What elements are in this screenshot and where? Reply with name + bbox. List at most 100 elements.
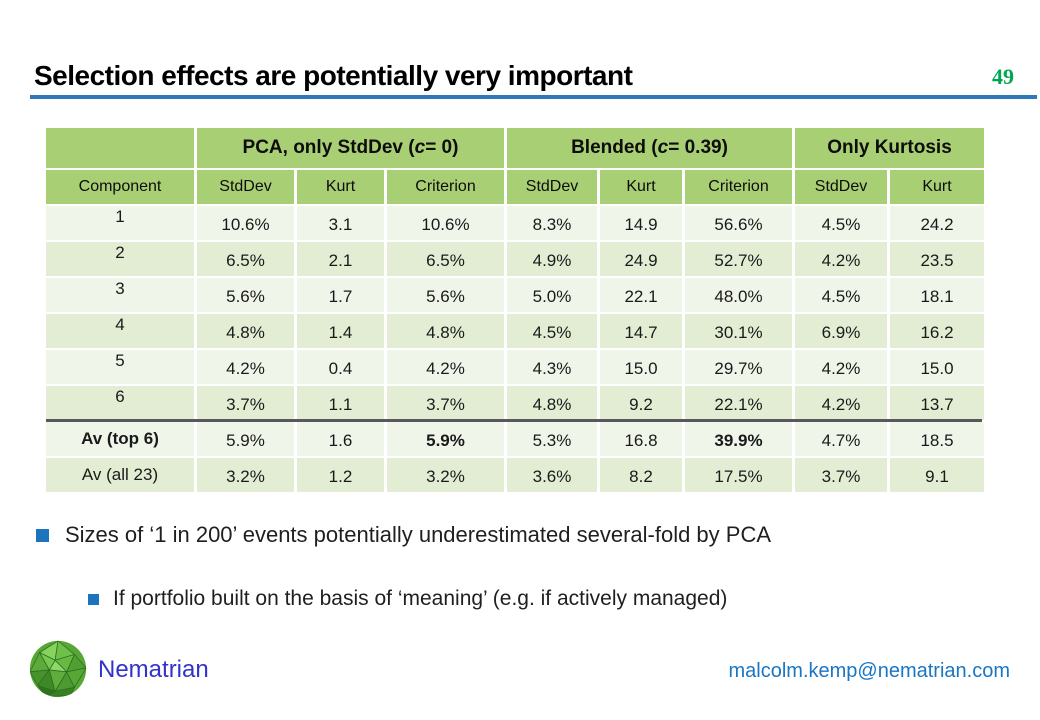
table-cell: 2.1 bbox=[297, 242, 384, 276]
table-cell: 3.2% bbox=[387, 458, 504, 492]
table-cell: 23.5 bbox=[890, 242, 984, 276]
table-cell: 4.8% bbox=[507, 386, 597, 420]
table-cell: 29.7% bbox=[685, 350, 792, 384]
column-header: StdDev bbox=[507, 170, 597, 204]
row-label: 5 bbox=[46, 350, 194, 384]
table-cell: 4.2% bbox=[197, 350, 294, 384]
table-cell: 3.7% bbox=[387, 386, 504, 420]
table-cell: 4.7% bbox=[795, 422, 887, 456]
table-cell: 22.1% bbox=[685, 386, 792, 420]
table-cell: 4.8% bbox=[197, 314, 294, 348]
contact-email-link[interactable]: malcolm.kemp@nematrian.com bbox=[728, 660, 1011, 682]
table-cell: 6.5% bbox=[197, 242, 294, 276]
bullet-square-icon bbox=[36, 529, 49, 542]
row-label: 6 bbox=[46, 386, 194, 420]
table-cell: 13.7 bbox=[890, 386, 984, 420]
table-cell: 3.2% bbox=[197, 458, 294, 492]
table-cell: 17.5% bbox=[685, 458, 792, 492]
group-header-kurtosis: Only Kurtosis bbox=[795, 128, 984, 168]
table-cell: 3.6% bbox=[507, 458, 597, 492]
table-cell: 4.9% bbox=[507, 242, 597, 276]
table-cell: 14.7 bbox=[600, 314, 682, 348]
table-cell: 5.6% bbox=[387, 278, 504, 312]
table-cell: 4.2% bbox=[795, 350, 887, 384]
bullet-level1: Sizes of ‘1 in 200’ events potentially u… bbox=[36, 522, 771, 548]
table-cell: 3.7% bbox=[197, 386, 294, 420]
column-header: Kurt bbox=[297, 170, 384, 204]
table-cell: 8.2 bbox=[600, 458, 682, 492]
table-cell: 1.7 bbox=[297, 278, 384, 312]
column-header: Criterion bbox=[685, 170, 792, 204]
table-cell: 4.2% bbox=[795, 386, 887, 420]
table-cell: 14.9 bbox=[600, 206, 682, 240]
table-cell: 4.5% bbox=[795, 206, 887, 240]
column-header: Criterion bbox=[387, 170, 504, 204]
table-cell: 5.0% bbox=[507, 278, 597, 312]
bullet-text: If portfolio built on the basis of ‘mean… bbox=[113, 587, 728, 610]
table-cell: 3.7% bbox=[795, 458, 887, 492]
table-cell: 16.8 bbox=[600, 422, 682, 456]
group-header-pca: PCA, only StdDev (c = 0) bbox=[197, 128, 504, 168]
table-cell: 10.6% bbox=[197, 206, 294, 240]
table-cell: 4.5% bbox=[507, 314, 597, 348]
bullet-level2: If portfolio built on the basis of ‘mean… bbox=[88, 587, 727, 611]
row-label: 1 bbox=[46, 206, 194, 240]
bullet-square-icon bbox=[88, 594, 99, 605]
table-cell: 52.7% bbox=[685, 242, 792, 276]
table-cell: 4.8% bbox=[387, 314, 504, 348]
nematrian-polyhedron-logo-icon bbox=[29, 640, 87, 698]
table-cell: 1.6 bbox=[297, 422, 384, 456]
table-cell: 1.1 bbox=[297, 386, 384, 420]
table-cell: 18.5 bbox=[890, 422, 984, 456]
table-cell: 39.9% bbox=[685, 422, 792, 456]
table-cell: 5.6% bbox=[197, 278, 294, 312]
column-header: StdDev bbox=[795, 170, 887, 204]
table-cell: 48.0% bbox=[685, 278, 792, 312]
table-cell: 1.4 bbox=[297, 314, 384, 348]
row-label: 2 bbox=[46, 242, 194, 276]
column-header: Kurt bbox=[600, 170, 682, 204]
page-title: Selection effects are potentially very i… bbox=[34, 60, 633, 91]
summary-separator-line bbox=[46, 419, 982, 422]
brand-name: Nematrian bbox=[98, 656, 209, 683]
row-label: Av (top 6) bbox=[46, 422, 194, 456]
table-cell: 4.3% bbox=[507, 350, 597, 384]
table-cell: 3.1 bbox=[297, 206, 384, 240]
table-cell: 15.0 bbox=[600, 350, 682, 384]
column-header: StdDev bbox=[197, 170, 294, 204]
table-cell: 4.2% bbox=[387, 350, 504, 384]
column-header: Component bbox=[46, 170, 194, 204]
table-cell: 5.9% bbox=[197, 422, 294, 456]
table-cell: 15.0 bbox=[890, 350, 984, 384]
table-cell: 22.1 bbox=[600, 278, 682, 312]
corner-cell bbox=[46, 128, 194, 168]
table-cell: 24.2 bbox=[890, 206, 984, 240]
table-cell: 16.2 bbox=[890, 314, 984, 348]
title-underline bbox=[30, 95, 1037, 99]
table-cell: 4.2% bbox=[795, 242, 887, 276]
table-cell: 18.1 bbox=[890, 278, 984, 312]
table-cell: 5.9% bbox=[387, 422, 504, 456]
table-cell: 1.2 bbox=[297, 458, 384, 492]
table-cell: 8.3% bbox=[507, 206, 597, 240]
bullet-text: Sizes of ‘1 in 200’ events potentially u… bbox=[65, 522, 772, 547]
table-cell: 5.3% bbox=[507, 422, 597, 456]
table-cell: 4.5% bbox=[795, 278, 887, 312]
table-cell: 56.6% bbox=[685, 206, 792, 240]
table-cell: 30.1% bbox=[685, 314, 792, 348]
table-cell: 10.6% bbox=[387, 206, 504, 240]
table-cell: 9.1 bbox=[890, 458, 984, 492]
table-cell: 9.2 bbox=[600, 386, 682, 420]
row-label: 3 bbox=[46, 278, 194, 312]
table-cell: 0.4 bbox=[297, 350, 384, 384]
table-cell: 24.9 bbox=[600, 242, 682, 276]
column-header: Kurt bbox=[890, 170, 984, 204]
results-table: PCA, only StdDev (c = 0) Blended (c = 0.… bbox=[46, 128, 984, 492]
group-header-blended: Blended (c = 0.39) bbox=[507, 128, 792, 168]
row-label: Av (all 23) bbox=[46, 458, 194, 492]
table-cell: 6.9% bbox=[795, 314, 887, 348]
table-cell: 6.5% bbox=[387, 242, 504, 276]
page-number: 49 bbox=[992, 64, 1014, 89]
row-label: 4 bbox=[46, 314, 194, 348]
